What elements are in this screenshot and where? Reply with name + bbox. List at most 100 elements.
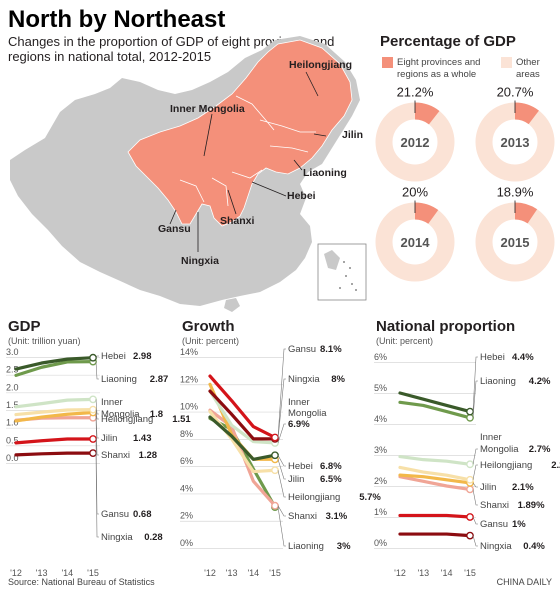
gdp-y-tick-label: 1.0 — [6, 418, 19, 428]
national-proportion-x-tick-label: '15 — [464, 568, 476, 578]
national-proportion-name-liaoning: Liaoning — [480, 376, 516, 387]
growth-value-inner-mongolia: 6.9% — [288, 419, 310, 430]
national-proportion-name-gansu: Gansu — [480, 519, 508, 530]
gdp-value-inner-mongolia: 1.8 — [150, 409, 163, 420]
national-proportion-series-hebei — [398, 391, 472, 414]
growth-name-inner-mongolia: Mongolia — [288, 408, 327, 419]
national-proportion-x-tick-label: '13 — [417, 568, 429, 578]
gdp-series-ningxia — [14, 451, 95, 457]
growth-leader-hebei — [277, 455, 286, 467]
national-proportion-leader-heilongjiang — [472, 464, 478, 480]
donut-2014-year-label: 2014 — [401, 235, 431, 250]
gdp-value-jilin: 1.43 — [133, 433, 152, 444]
growth-y-tick-label: 6% — [180, 456, 193, 466]
gdp-x-tick-label: '13 — [36, 568, 48, 578]
growth-endpoint-heilongjiang — [271, 466, 279, 475]
national-proportion-series-gansu — [398, 513, 472, 519]
national-proportion-leader-liaoning — [472, 380, 478, 418]
legend-swatch-other — [501, 57, 512, 68]
donut-2014-percent-label: 20% — [402, 185, 428, 200]
donut-2015: 18.9% 2015 — [475, 185, 555, 282]
national-proportion-leader-hebei — [472, 356, 478, 412]
national-proportion-name-jilin: Jilin — [480, 482, 496, 493]
subtitle-line-1: Changes in the proportion of GDP of eigh… — [8, 34, 334, 49]
growth-name-jilin: Jilin — [288, 474, 304, 485]
growth-value-ningxia: 8% — [331, 374, 345, 385]
gdp-chart: GDP(Unit: trillion yuan) 0.0 0.5 1.0 1.5 2.0 2… — [6, 318, 191, 578]
national-proportion-series-jilin — [398, 473, 472, 485]
growth-value-shanxi: 3.1% — [326, 511, 348, 522]
gdp-title: GDP — [8, 318, 41, 335]
national-proportion-name-inner-mongolia: Inner — [480, 432, 502, 443]
map-label-inner-mongolia: Inner Mongolia — [170, 103, 245, 115]
growth-name-liaoning: Liaoning — [288, 541, 324, 552]
map-label-liaoning: Liaoning — [303, 167, 347, 179]
donut-2013-year-label: 2013 — [501, 135, 530, 150]
gdp-leader-hebei — [95, 355, 99, 358]
national-proportion-x-tick-label: '12 — [394, 568, 406, 578]
gdp-name-liaoning: Liaoning — [101, 374, 137, 385]
legend-swatch-region — [382, 57, 393, 68]
donut-2012: 21.2% 2012 — [375, 85, 455, 182]
national-proportion-endpoint-liaoning — [466, 413, 474, 422]
growth-leader-ningxia — [277, 378, 286, 439]
growth-x-tick-label: '13 — [226, 568, 238, 578]
national-proportion-leader-gansu — [472, 516, 478, 525]
gdp-leader-liaoning — [95, 361, 99, 380]
national-proportion-value-jilin: 2.1% — [512, 482, 534, 493]
national-proportion-chart: National proportion(Unit: percent) 0% 1% 2%… — [374, 318, 560, 578]
growth-value-liaoning: 3% — [337, 541, 351, 552]
gdp-value-hebei: 2.98 — [133, 351, 152, 362]
growth-value-gansu: 8.1% — [320, 344, 342, 355]
growth-name-gansu: Gansu — [288, 344, 316, 355]
donut-2013-percent-label: 20.7% — [497, 85, 534, 100]
gdp-leader-shanxi — [95, 417, 99, 456]
growth-name-inner-mongolia: Inner — [288, 397, 310, 408]
national-proportion-value-gansu: 1% — [512, 519, 526, 530]
gdp-y-tick-label: 0.5 — [6, 435, 19, 445]
national-proportion-value-liaoning: 4.2% — [529, 376, 551, 387]
national-proportion-value-shanxi: 1.89% — [518, 500, 545, 511]
growth-endpoint-hebei — [271, 451, 279, 460]
national-proportion-y-tick-label: 5% — [374, 383, 387, 393]
donut-2013: 20.7% 2013 — [475, 85, 555, 182]
gdp-name-shanxi: Shanxi — [101, 450, 130, 461]
growth-unit: (Unit: percent) — [182, 336, 239, 346]
growth-y-tick-label: 8% — [180, 429, 193, 439]
growth-value-heilongjiang: 5.7% — [359, 492, 381, 503]
map-label-jilin: Jilin — [342, 129, 363, 141]
national-proportion-series-inner-mongolia — [398, 454, 472, 466]
gdp-endpoint-gansu — [89, 435, 97, 443]
national-proportion-leader-jilin — [472, 482, 478, 488]
growth-x-tick-label: '14 — [247, 568, 259, 578]
gdp-endpoint-inner-mongolia — [89, 395, 97, 404]
credit: CHINA DAILY — [497, 577, 552, 587]
national-proportion-series-group — [398, 391, 474, 540]
gdp-endpoint-heilongjiang — [89, 405, 97, 414]
gdp-x-tick-label: '14 — [61, 568, 73, 578]
national-proportion-y-tick-label: 1% — [374, 507, 387, 517]
national-proportion-endpoint-gansu — [466, 513, 474, 521]
subtitle-line-2: regions in national total, 2012-2015 — [8, 49, 211, 64]
gdp-series-liaoning — [14, 359, 95, 377]
national-proportion-name-heilongjiang: Heilongjiang — [480, 460, 532, 471]
growth-leader-gansu — [277, 348, 286, 438]
gdp-name-inner-mongolia: Inner — [101, 397, 123, 408]
national-proportion-name-ningxia: Ningxia — [480, 541, 512, 552]
national-proportion-value-hebei: 4.4% — [512, 352, 534, 363]
donut-2014: 20% 2014 — [375, 185, 455, 282]
national-proportion-endpoint-inner-mongolia — [466, 460, 474, 469]
legend-region-line1: Eight provinces and — [397, 57, 480, 68]
gdp-unit: (Unit: trillion yuan) — [8, 336, 81, 346]
growth-name-shanxi: Shanxi — [288, 511, 317, 522]
gdp-endpoint-hebei — [89, 353, 97, 362]
growth-series-hebei — [208, 415, 277, 461]
gdp-value-heilongjiang: 1.51 — [172, 414, 191, 425]
legend-other-line2: areas — [516, 69, 540, 80]
growth-leader-jilin — [277, 459, 286, 480]
national-proportion-leader-ningxia — [472, 535, 478, 547]
growth-y-tick-label: 0% — [180, 538, 193, 548]
national-proportion-value-ningxia: 0.4% — [523, 541, 545, 552]
